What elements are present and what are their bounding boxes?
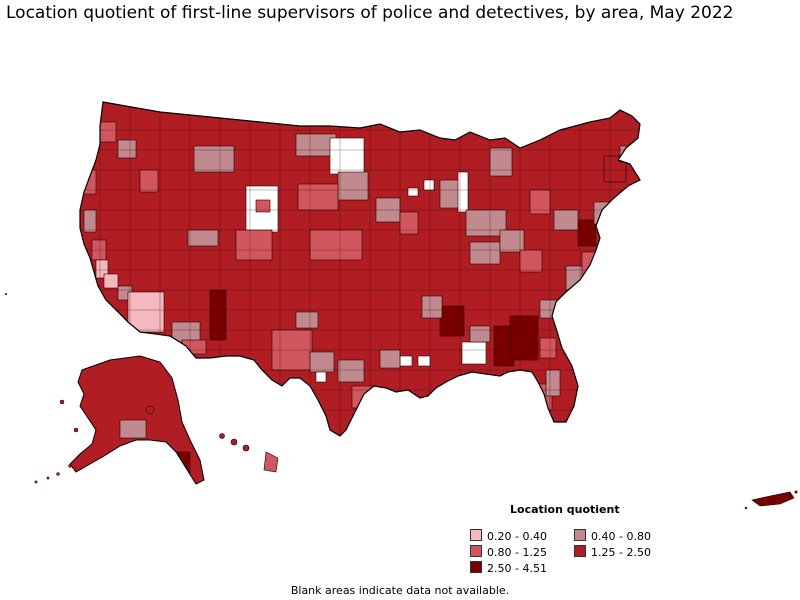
map-title: Location quotient of first-line supervis… — [6, 3, 734, 23]
footnote: Blank areas indicate data not available. — [290, 584, 510, 597]
legend-item-0: 0.20 - 0.40 — [470, 529, 547, 543]
legend-item-2: 0.80 - 1.25 — [470, 545, 547, 559]
aleutian-islands — [34, 399, 155, 484]
legend-swatch — [470, 529, 482, 541]
puerto-rico-region — [744, 490, 798, 510]
legend-item-4: 2.50 - 4.51 — [470, 561, 547, 575]
alaska-outline — [69, 355, 205, 485]
distant-island — [5, 293, 7, 295]
legend-swatch — [470, 545, 482, 557]
legend-label: 0.20 - 0.40 — [487, 530, 547, 543]
alaska-region — [70, 356, 204, 484]
choropleth-map — [5, 101, 798, 510]
legend-label: 0.40 - 0.80 — [591, 530, 651, 543]
legend-swatch — [574, 545, 586, 557]
map-legend: Location quotient 0.20 - 0.40 0.40 - 0.8… — [470, 503, 670, 578]
legend-item-1: 0.40 - 0.80 — [574, 529, 651, 543]
legend-label: 2.50 - 4.51 — [487, 562, 547, 575]
hawaii-region — [219, 433, 279, 473]
us-outline — [79, 101, 641, 437]
legend-label: 0.80 - 1.25 — [487, 546, 547, 559]
legend-swatch — [574, 529, 586, 541]
legend-label: 1.25 - 2.50 — [591, 546, 651, 559]
legend-title: Location quotient — [510, 503, 620, 516]
legend-swatch — [470, 561, 482, 573]
legend-item-3: 1.25 - 2.50 — [574, 545, 651, 559]
